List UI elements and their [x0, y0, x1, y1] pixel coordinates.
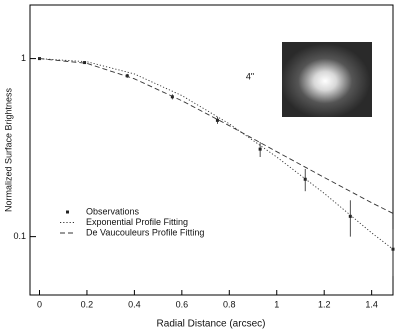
x-tick-label: 1.4	[365, 299, 378, 309]
y-axis-label: Normalized Surface Brightness	[3, 87, 13, 212]
x-tick-label: 0.4	[128, 299, 141, 309]
x-tick-label: 0.6	[176, 299, 189, 309]
x-tick-label: 1.2	[318, 299, 331, 309]
x-axis-label: Radial Distance (arcsec)	[157, 319, 266, 330]
x-tick-label: 0	[37, 299, 42, 309]
observation-point	[258, 147, 262, 151]
observation-point	[83, 61, 87, 65]
observation-point	[348, 214, 352, 218]
legend-label: De Vaucouleurs Profile Fitting	[86, 227, 204, 237]
x-tick-label: 0.2	[81, 299, 94, 309]
legend-label: Exponential Profile Fitting	[86, 217, 188, 227]
plot-frame	[29, 4, 394, 296]
fit-line	[39, 58, 394, 250]
inset-image	[282, 42, 372, 117]
legend-marker	[66, 210, 69, 214]
y-tick-label: 0.1	[13, 231, 26, 241]
fit-line	[39, 58, 394, 214]
x-tick-label: 1	[274, 299, 279, 309]
observation-point	[215, 118, 219, 122]
y-tick-label: 1	[21, 53, 26, 63]
legend-label: Observations	[86, 206, 140, 216]
annotation: 4"	[246, 71, 254, 81]
x-tick-label: 0.8	[223, 299, 236, 309]
observation-point	[125, 74, 129, 78]
